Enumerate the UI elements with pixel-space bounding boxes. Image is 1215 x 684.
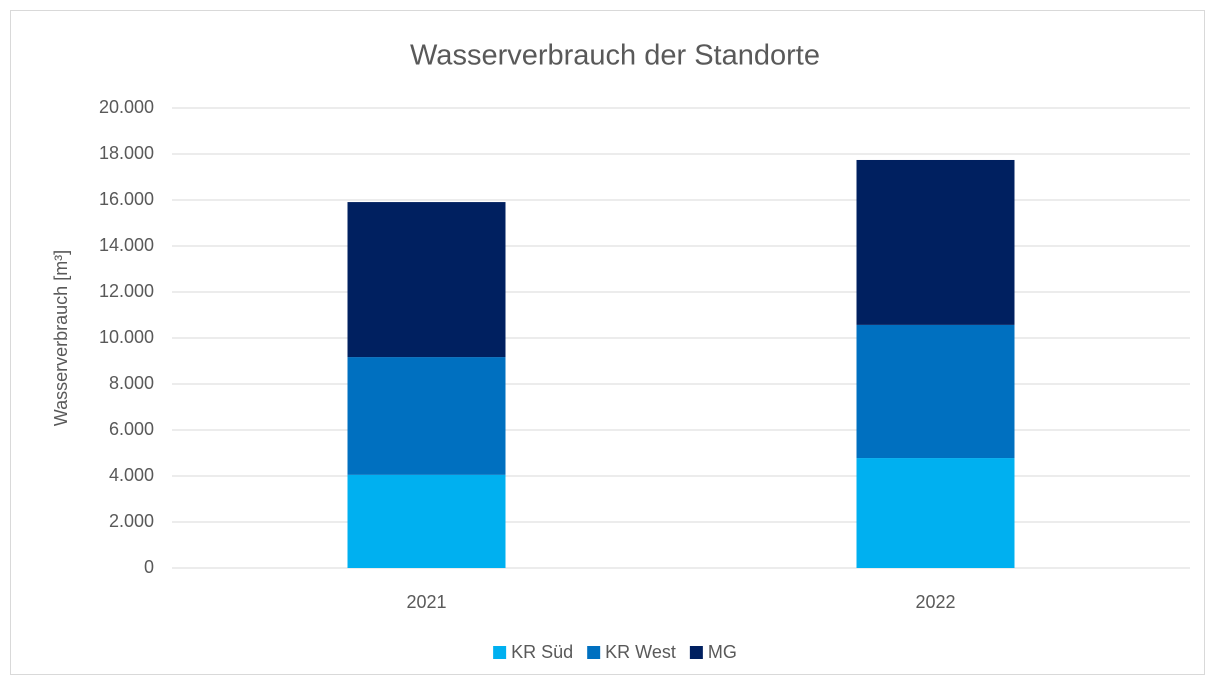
legend-swatch (587, 646, 601, 659)
bar-segment (856, 324, 1015, 459)
legend-swatch (689, 646, 703, 659)
bar-segment (856, 458, 1015, 568)
bar-segment (347, 202, 506, 358)
y-tick-label: 16.000 (99, 189, 154, 209)
y-tick-label: 4.000 (109, 465, 154, 485)
y-tick-label: 12.000 (99, 281, 154, 301)
x-tick-label: 2021 (406, 592, 446, 612)
x-tick-label: 2022 (915, 592, 955, 612)
y-tick-label: 6.000 (109, 419, 154, 439)
bar-segment (347, 474, 506, 568)
y-tick-label: 20.000 (99, 97, 154, 117)
y-tick-label: 18.000 (99, 143, 154, 163)
y-tick-label: 2.000 (109, 511, 154, 531)
y-tick-label: 14.000 (99, 235, 154, 255)
y-tick-label: 10.000 (99, 327, 154, 347)
y-axis-label: Wasserverbrauch [m³] (51, 250, 71, 426)
y-tick-label: 8.000 (109, 373, 154, 393)
chart-border (10, 10, 1205, 675)
legend-label: KR West (605, 642, 676, 662)
legend-swatch (493, 646, 507, 659)
y-tick-label: 0 (144, 557, 154, 577)
chart-title: Wasserverbrauch der Standorte (410, 40, 820, 72)
legend-label: KR Süd (511, 642, 573, 662)
bar-segment (347, 357, 506, 475)
legend-label: MG (708, 642, 737, 662)
bar-segment (856, 159, 1015, 325)
